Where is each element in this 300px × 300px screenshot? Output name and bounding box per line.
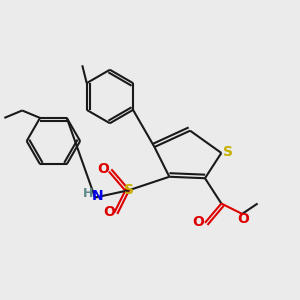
Text: O: O [97,162,109,176]
Text: N: N [92,189,103,203]
Text: S: S [124,183,134,197]
Text: O: O [237,212,249,226]
Text: O: O [192,215,204,229]
Text: H: H [83,188,94,200]
Text: O: O [103,205,116,219]
Text: S: S [223,146,233,159]
